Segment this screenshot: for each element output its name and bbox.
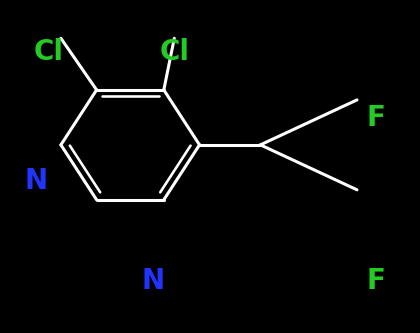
Text: F: F	[367, 104, 385, 132]
Text: F: F	[367, 267, 385, 295]
Text: N: N	[24, 167, 47, 195]
Text: Cl: Cl	[33, 38, 63, 66]
Text: Cl: Cl	[159, 38, 189, 66]
Text: N: N	[142, 267, 165, 295]
